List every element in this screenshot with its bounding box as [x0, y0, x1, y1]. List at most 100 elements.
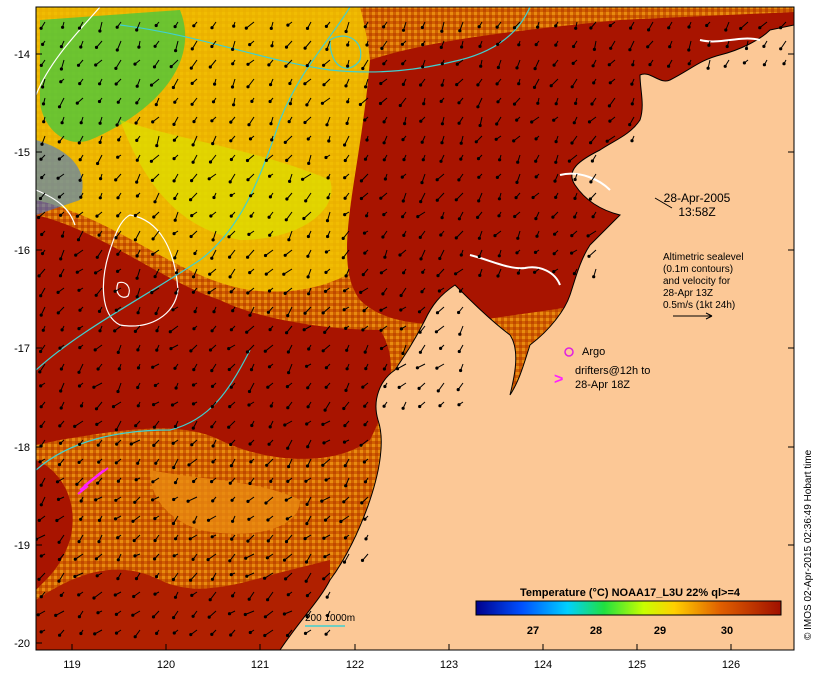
- velocity-arrow-head: [116, 536, 120, 540]
- velocity-arrow-head: [476, 157, 481, 161]
- velocity-arrow-head: [512, 102, 517, 106]
- velocity-arrow-head: [117, 367, 121, 371]
- velocity-arrow-head: [286, 479, 290, 483]
- velocity-arrow-head: [460, 45, 464, 49]
- velocity-arrow-head: [114, 428, 119, 432]
- velocity-arrow-head: [267, 63, 271, 67]
- velocity-arrow-head: [154, 575, 159, 579]
- velocity-arrow-head: [154, 23, 158, 28]
- velocity-arrow-head: [208, 160, 213, 164]
- velocity-arrow-head: [60, 234, 65, 238]
- velocity-arrow-head: [667, 64, 671, 68]
- velocity-arrow-head: [38, 196, 43, 201]
- velocity-arrow-head: [454, 198, 458, 202]
- velocity-arrow: [154, 192, 160, 203]
- velocity-arrow: [740, 21, 749, 29]
- velocity-arrow-head: [73, 574, 77, 579]
- velocity-arrow-head: [40, 252, 45, 256]
- velocity-arrow-head: [440, 122, 444, 126]
- velocity-arrow-head: [283, 253, 287, 257]
- velocity-arrow-head: [97, 233, 101, 237]
- velocity-arrow-head: [324, 270, 328, 274]
- velocity-arrow-head: [247, 389, 252, 394]
- velocity-arrow-head: [496, 274, 500, 278]
- velocity-arrow-head: [401, 215, 405, 219]
- velocity-arrow-head: [420, 181, 424, 185]
- velocity-arrow-head: [136, 404, 140, 408]
- velocity-arrow-head: [98, 121, 102, 125]
- velocity-arrow-head: [516, 271, 521, 275]
- velocity-arrow-head: [305, 502, 309, 506]
- velocity-arrow-head: [286, 593, 290, 597]
- velocity-arrow-head: [58, 633, 62, 637]
- velocity-arrow-head: [324, 250, 328, 254]
- velocity-arrow-head: [647, 28, 651, 32]
- velocity-arrow-head: [168, 330, 172, 334]
- velocity-arrow-head: [438, 256, 442, 261]
- velocity-arrow-head: [97, 309, 102, 313]
- velocity-arrow-head: [324, 478, 328, 482]
- velocity-arrow-head: [173, 481, 178, 485]
- velocity-arrow-head: [345, 121, 349, 126]
- lon-tick-label: 124: [534, 659, 552, 671]
- velocity-arrow-head: [378, 101, 383, 106]
- velocity-arrow-head: [210, 329, 214, 333]
- velocity-arrow-head: [552, 63, 556, 67]
- velocity-arrow-head: [247, 123, 251, 127]
- velocity-arrow-head: [287, 120, 291, 124]
- velocity-arrow-head: [210, 577, 215, 581]
- velocity-arrow-head: [628, 48, 632, 52]
- velocity-arrow-head: [207, 291, 211, 295]
- velocity-arrow-head: [116, 196, 120, 200]
- velocity-arrow-head: [230, 85, 235, 89]
- velocity-arrow-head: [269, 26, 273, 30]
- velocity-arrow-head: [192, 520, 196, 524]
- velocity-arrow-head: [285, 633, 290, 638]
- velocity-arrow-head: [210, 384, 215, 388]
- velocity-arrow-head: [567, 159, 572, 163]
- velocity-arrow-head: [77, 141, 81, 145]
- velocity-arrow-head: [457, 178, 461, 182]
- velocity-arrow-head: [232, 24, 236, 28]
- velocity-arrow-head: [306, 234, 310, 239]
- velocity-arrow-head: [439, 45, 443, 50]
- velocity-arrow-head: [79, 121, 83, 125]
- velocity-arrow-head: [284, 577, 288, 581]
- velocity-arrow-head: [94, 407, 99, 411]
- velocity-arrow-head: [189, 349, 193, 353]
- velocity-arrow-head: [401, 28, 406, 32]
- velocity-arrow-head: [39, 157, 43, 161]
- velocity-arrow-head: [192, 368, 196, 372]
- velocity-arrow-head: [608, 81, 612, 85]
- velocity-arrow-head: [359, 196, 363, 201]
- velocity-arrow-head: [210, 405, 214, 409]
- velocity-arrow-head: [59, 213, 63, 217]
- velocity-arrow-head: [76, 238, 81, 242]
- velocity-arrow-head: [630, 139, 634, 143]
- velocity-arrow-head: [151, 252, 155, 256]
- velocity-arrow-head: [134, 121, 138, 125]
- velocity-arrow-head: [573, 215, 577, 219]
- velocity-arrow-head: [305, 615, 309, 619]
- velocity-arrow-head: [40, 232, 44, 237]
- velocity-arrow-head: [59, 80, 63, 84]
- velocity-arrow-head: [382, 141, 386, 145]
- velocity-arrow-head: [420, 290, 424, 294]
- velocity-arrow-head: [321, 422, 325, 426]
- velocity-arrow-head: [345, 367, 349, 371]
- velocity-arrow-head: [134, 424, 138, 428]
- velocity-arrow-head: [361, 66, 365, 71]
- velocity-arrow-head: [589, 180, 593, 184]
- velocity-arrow: [78, 230, 84, 240]
- velocity-arrow-head: [304, 479, 308, 483]
- lon-tick-label: 125: [628, 659, 646, 671]
- velocity-arrow-head: [285, 197, 289, 201]
- velocity-arrow-head: [133, 554, 137, 558]
- velocity-arrow-head: [477, 199, 481, 203]
- timestamp-leader: [654, 197, 673, 209]
- velocity-arrow-head: [39, 294, 43, 298]
- velocity-arrow-head: [570, 85, 574, 89]
- velocity-arrow-head: [458, 332, 462, 336]
- velocity-arrow-head: [495, 25, 499, 29]
- velocity-arrow-head: [210, 632, 214, 637]
